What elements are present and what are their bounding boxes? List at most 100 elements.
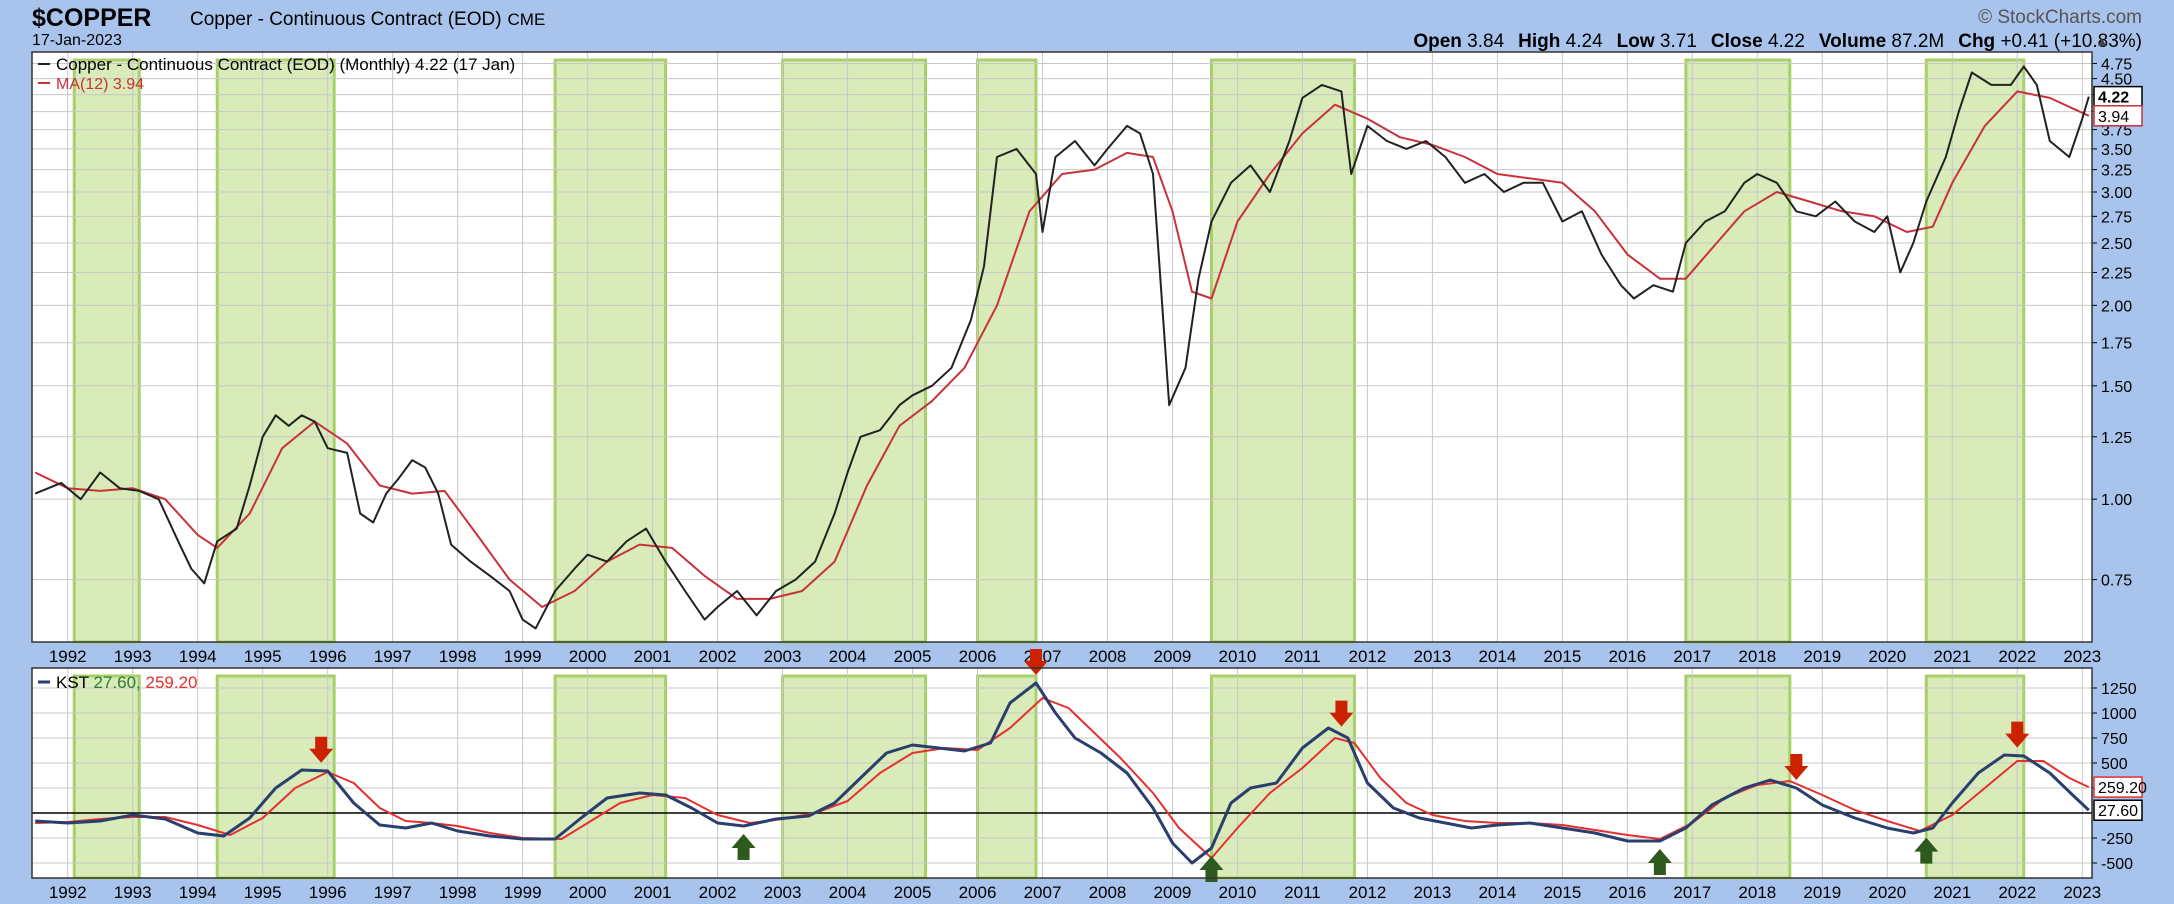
price-ytick-label: 3.50 [2101,142,2132,159]
close-value: 4.22 [1767,31,1805,52]
ohlc-summary: Open 3.84 High 4.24 Low 3.71 Close 4.22 Volu… [1413,31,2142,53]
kst-xtick-label: 2016 [1608,883,1646,902]
price-xtick-label: 2004 [829,647,867,666]
sell-arrow-icon [2005,721,2030,748]
kst-panel-shaded-period-6 [1684,674,1792,880]
last-ma-value-text: 3.94 [2098,109,2129,126]
exchange-label: CME [507,10,546,29]
price-xtick-label: 2003 [764,647,802,666]
price-panel-frame [31,51,2093,643]
ma-legend-text: MA(12) 3.94 [56,76,144,93]
last-price-value: 4.22 [2093,85,2143,108]
kst-xtick-label: 2018 [1738,883,1776,902]
open-value: 3.84 [1467,31,1505,52]
subtitle-text: Copper - Continuous Contract (EOD) [190,9,502,30]
price-xtick-label: 2023 [2063,647,2101,666]
kst-xtick-label: 2021 [1933,883,1971,902]
price-panel-shaded-period-2 [553,58,668,644]
chart-date: 17-Jan-2023 [32,32,122,49]
price-ytick-label: 0.75 [2101,573,2132,590]
price-xtick-label: 2001 [634,647,672,666]
kst-xtick-label: 2013 [1413,883,1451,902]
high-value: 4.24 [1565,31,1603,52]
price-xtick-label: 1992 [49,647,87,666]
kst-xtick-label: 2003 [764,883,802,902]
kst-xtick-label: 2020 [1868,883,1906,902]
copper-price-series-line [34,65,2090,630]
high-label: High [1518,31,1561,52]
price-xtick-label: 2014 [1478,647,1516,666]
kst-legend-value: 27.60, [93,673,145,692]
kst-xtick-label: 2019 [1803,883,1841,902]
kst-xtick-label: 2023 [2063,883,2101,902]
last-price-value-text: 4.22 [2098,90,2129,107]
kst-xtick-label: 2009 [1154,883,1192,902]
price-ytick-label: 2.50 [2101,236,2132,253]
volume-value: 87.2M [1891,31,1945,52]
buy-arrow-icon [1647,849,1672,875]
price-xtick-label: 2015 [1543,647,1581,666]
open-label: Open [1413,31,1462,52]
price-panel-shaded-period-0 [72,58,141,644]
price-panel-shaded-period-5 [1209,58,1356,644]
kst-panel-frame [31,667,2093,879]
kst-ytick-label: -500 [2101,856,2133,873]
price-ytick-label: 4.75 [2101,57,2132,74]
kst-xtick-label: 2010 [1219,883,1257,902]
kst-legend-name: KST [56,673,93,692]
price-ytick-label: 4.50 [2101,72,2132,89]
kst-ytick-label: 500 [2101,756,2128,773]
kst-panel-shaded-period-5 [1209,674,1356,880]
symbol-title: $COPPER [32,4,152,32]
chg-value: +0.41 (+10.83%) [2000,31,2142,52]
kst-xtick-label: 2002 [699,883,737,902]
kst-xtick-label: 2006 [959,883,997,902]
price-xtick-label: 2013 [1413,647,1451,666]
sell-arrow-icon [309,736,334,763]
price-xtick-label: 2018 [1738,647,1776,666]
kst-xtick-label: 2001 [634,883,672,902]
price-xtick-label: 2010 [1219,647,1257,666]
price-panel-shaded-period-1 [215,58,336,644]
price-xtick-label: 2017 [1673,647,1711,666]
price-xtick-label: 2008 [1089,647,1127,666]
low-label: Low [1616,31,1655,52]
kst-xtick-label: 2008 [1089,883,1127,902]
kst-xtick-label: 2011 [1284,883,1321,902]
chg-label: Chg [1958,31,1996,52]
price-xtick-label: 2005 [894,647,932,666]
kst-ytick-label: 750 [2101,731,2128,748]
price-ytick-label: 3.75 [2101,123,2132,140]
kst-legend: KST 27.60, 259.20 [38,673,197,692]
kst-panel-shaded-period-0 [72,674,141,880]
price-xtick-label: 1997 [374,647,412,666]
price-xtick-label: 2021 [1933,647,1971,666]
kst-panel-shaded-period-2 [553,674,668,880]
kst-xtick-label: 1995 [244,883,282,902]
kst-ytick-label: 1000 [2101,706,2137,723]
low-value: 3.71 [1659,31,1697,52]
price-xtick-label: 2019 [1803,647,1841,666]
kst-signal-legend-value: 259.20 [145,673,197,692]
last-signal-value-box [2093,776,2143,798]
kst-xtick-label: 1992 [49,883,87,902]
sell-arrow-icon [1784,754,1809,780]
price-xtick-label: 2000 [569,647,607,666]
price-panel-shaded-period-3 [781,58,928,644]
price-xtick-label: 2002 [699,647,737,666]
buy-arrow-icon [1199,856,1224,882]
kst-panel-shaded-period-1 [215,674,336,880]
last-ma-value-box [2093,105,2143,127]
kst-xtick-label: 1997 [374,883,412,902]
price-legend: Copper - Continuous Contract (EOD) (Mont… [38,55,515,93]
price-ytick-label: 3.25 [2101,163,2132,180]
kst-xtick-label: 2015 [1543,883,1581,902]
price-xtick-label: 1996 [309,647,347,666]
kst-legend-text: KST 27.60, 259.20 [56,673,197,692]
price-xtick-label: 2012 [1349,647,1387,666]
price-ytick-label: 2.75 [2101,209,2132,226]
price-xtick-label: 2020 [1868,647,1906,666]
price-xtick-label: 2006 [959,647,997,666]
kst-series-line [35,681,2090,865]
price-panel-shaded-period-4 [976,58,1038,644]
